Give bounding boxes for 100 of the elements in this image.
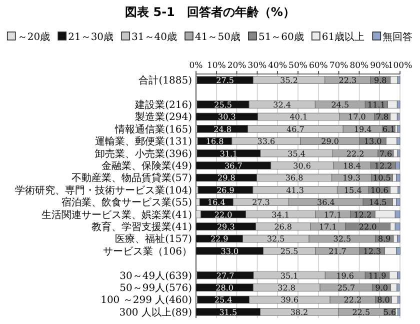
data-label: 29.0 [321,137,339,146]
data-label: 24.8 [214,124,232,134]
x-tick-label: 60% [308,61,328,71]
data-label: 46.7 [286,124,304,134]
data-label: 35.2 [280,76,298,86]
data-label: 22.9 [210,234,228,244]
data-label: 33.6 [257,137,276,146]
x-tick-label: 80% [350,61,369,71]
data-label: 7.6 [379,149,392,158]
data-label: 32.5 [266,234,285,244]
data-label: 26.8 [274,222,292,232]
x-tick-label: 100% [388,61,412,71]
x-tick-label: 20% [227,61,246,71]
data-label: 36.7 [224,162,242,170]
data-label: 32.8 [278,284,296,292]
legend-label: 無回答 [382,31,413,43]
data-label: 26.9 [216,186,234,195]
data-label: 21.7 [328,246,346,256]
x-tick-label: 50% [288,61,308,71]
x-tick-label: 70% [329,61,348,71]
data-label: 35.4 [288,149,306,158]
y-tick-label: 製造業(294) [135,111,192,124]
data-label: 35.1 [280,271,298,280]
data-label: 29.8 [217,174,236,183]
y-tick-label: 学術研究、専門・技術サービス業(104) [15,184,192,196]
data-label: 36.8 [285,174,304,183]
x-tick-label: 40% [268,61,288,71]
y-tick-label: 30～49人(639) [120,270,192,282]
data-label: 19.4 [354,124,372,134]
data-label: 11.9 [368,271,386,280]
data-label: 15.4 [344,186,362,195]
data-label: 22.2 [346,149,364,158]
data-label: 17.1 [318,222,337,232]
data-label: 32.4 [273,100,291,110]
x-tick-label: 0% [189,61,203,71]
y-tick-label: 50～99人(576) [120,283,192,294]
data-label: 34.1 [272,210,290,220]
data-label: 28.0 [216,284,234,292]
y-tick-label: 情報通信業(165) [114,123,192,136]
data-label: 9.0 [375,284,388,292]
data-label: 38.2 [290,308,308,317]
legend-label: 61歳以上 [322,31,365,43]
data-label: 22.0 [358,222,377,232]
data-label: 12.3 [363,246,382,256]
data-label: 16.4 [207,198,226,208]
data-label: 12.2 [354,210,372,220]
data-label: 25.5 [280,246,298,256]
data-label: 11.1 [368,100,386,110]
data-label: 25.5 [214,100,232,110]
data-label: 8.0 [377,296,390,305]
x-tick-label: 30% [248,61,267,71]
y-tick-label: 宿泊業、飲食サービス業(55) [61,196,192,209]
legend-label: 21～30歳 [68,31,114,43]
data-label: 22.5 [352,308,370,317]
data-label: 18.4 [343,162,361,170]
data-label: 16.8 [206,137,224,146]
x-tick-label: 90% [370,61,390,71]
data-label: 29.3 [216,222,235,232]
y-tick-label: 運輸業、郵便業(131) [95,136,192,148]
data-label: 24.5 [331,100,350,110]
data-label: 30.3 [218,112,236,122]
data-label: 33.0 [220,246,239,256]
data-label: 7.8 [376,112,389,122]
data-label: 5.6 [383,308,396,317]
data-label: 27.5 [216,76,234,86]
y-tick-label: 建設業(216) [134,99,192,111]
data-label: 30.6 [293,162,311,170]
data-label: 14.5 [368,198,387,208]
legend-label: ～20歳 [17,31,50,43]
legend-label: 51～60歳 [258,31,304,43]
data-label: 12.2 [374,162,392,170]
y-tick-label: 100 ～299 人(460) [100,295,192,306]
y-tick-label: 合計(1885) [138,74,192,87]
data-label: 17.1 [324,210,342,220]
y-tick-label: 生活関連サービス業、娯楽業(41) [41,208,192,221]
data-label: 27.7 [216,271,234,280]
data-label: 22.0 [214,210,232,220]
data-label: 19.6 [336,271,354,280]
data-label: 25.4 [214,296,232,305]
data-label: 17.0 [348,112,366,122]
data-label: 27.3 [252,198,270,208]
data-label: 31.5 [219,308,238,317]
data-label: 32.5 [333,234,352,244]
data-label: 13.0 [364,137,382,146]
data-label: 10.5 [373,174,391,183]
data-label: 19.3 [342,174,360,183]
chart-title: 図表 5-1 回答者の年齢（%） [125,5,295,19]
data-label: 36.4 [317,198,335,208]
x-tick-label: 10% [206,61,226,71]
data-label: 40.1 [290,112,308,122]
data-label: 6.1 [382,124,396,134]
y-tick-label: 300 人以上(89) [119,306,192,318]
y-tick-label: 不動産業、物品賃貸業(57) [71,172,192,184]
data-label: 25.7 [337,284,356,292]
legend-label: 31～40歳 [132,31,177,43]
data-label: 41.3 [286,186,304,195]
data-label: 22.3 [338,76,357,86]
data-label: 10.6 [370,186,388,195]
y-tick-label: 教育、学習支援業(41) [91,221,192,233]
y-tick-label: 医療、福祉(157) [115,233,192,246]
